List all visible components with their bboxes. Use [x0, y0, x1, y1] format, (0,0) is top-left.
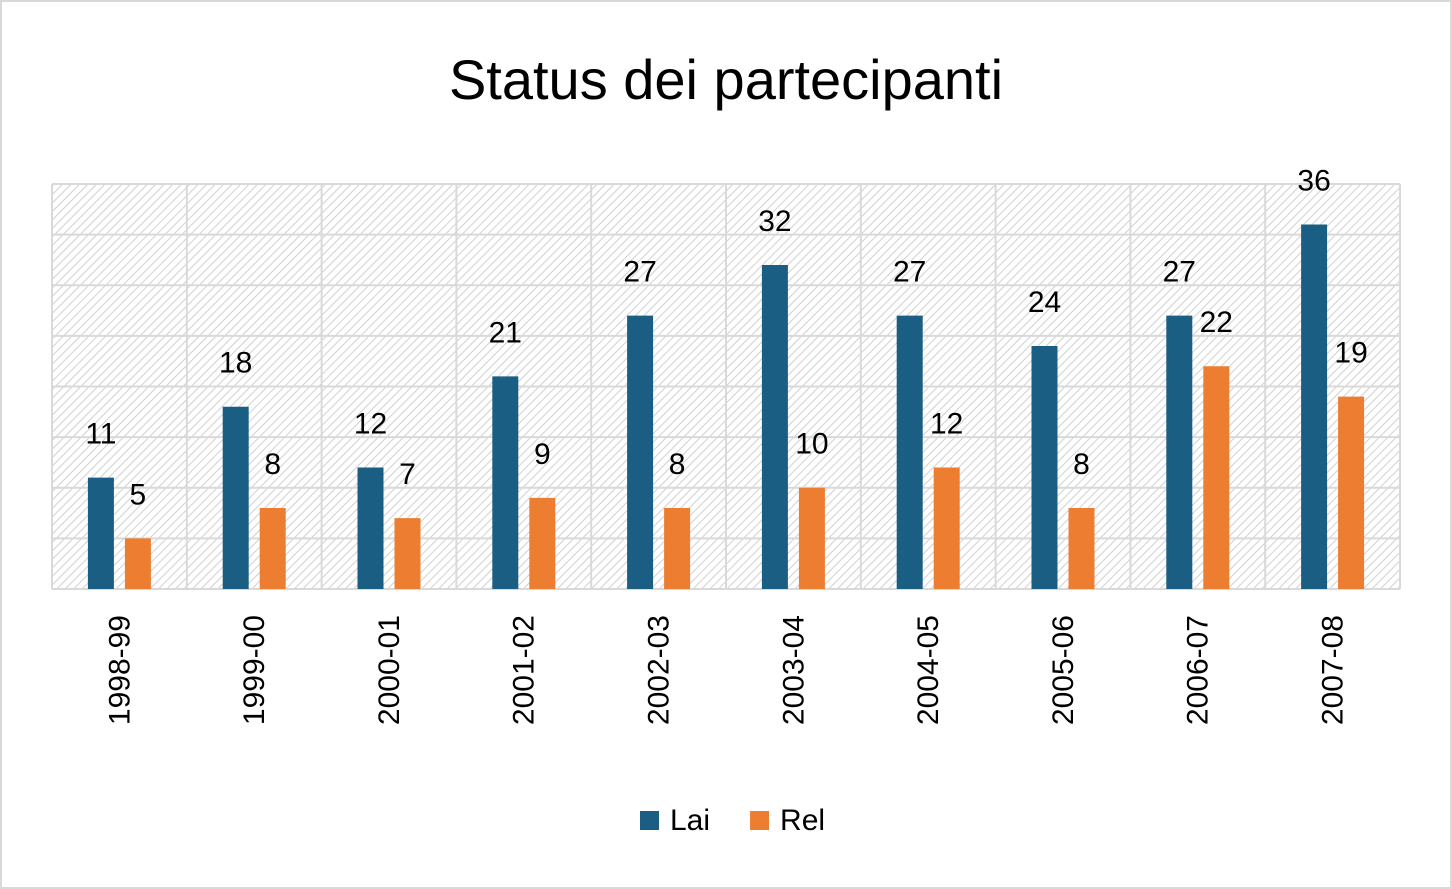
value-label: 11 [85, 418, 116, 451]
legend-label: Lai [670, 804, 710, 837]
bar [1301, 224, 1328, 589]
bar [394, 518, 421, 589]
bar [1166, 315, 1193, 589]
bar [87, 477, 114, 589]
value-label: 10 [795, 428, 828, 461]
x-tick-label: 2004-05 [912, 615, 945, 725]
value-label: 21 [489, 316, 522, 349]
value-label: 8 [1073, 448, 1090, 481]
x-tick-label: 1999-00 [238, 615, 271, 725]
legend-label: Rel [780, 804, 825, 837]
x-tick-label: 2007-08 [1317, 615, 1350, 725]
bar [1068, 508, 1095, 589]
bar [259, 508, 286, 589]
bar [124, 538, 151, 589]
x-tick-label: 2002-03 [643, 615, 676, 725]
value-label: 5 [130, 478, 147, 511]
bar [664, 508, 691, 589]
value-label: 19 [1334, 337, 1367, 370]
bar [492, 376, 519, 589]
x-tick-label: 2005-06 [1047, 615, 1080, 725]
value-label: 12 [930, 407, 963, 440]
bar [1031, 346, 1058, 589]
value-label: 18 [219, 347, 252, 380]
value-label: 22 [1200, 306, 1233, 339]
x-tick-label: 2000-01 [373, 615, 406, 725]
x-tick-label: 2001-02 [508, 615, 541, 725]
x-tick-label: 2006-07 [1182, 615, 1215, 725]
bar [798, 487, 825, 589]
bar [761, 265, 788, 589]
value-label: 8 [669, 448, 686, 481]
x-tick-label: 1998-99 [103, 615, 136, 725]
legend-swatch [750, 811, 770, 830]
bar [1203, 366, 1230, 589]
value-label: 27 [893, 256, 926, 289]
bar [1338, 396, 1365, 589]
x-tick-label: 2003-04 [777, 615, 810, 725]
value-label: 8 [264, 448, 281, 481]
value-label: 7 [399, 458, 416, 491]
bar [896, 315, 923, 589]
bar [222, 406, 249, 589]
bar [933, 467, 960, 589]
value-label: 27 [623, 256, 656, 289]
value-label: 9 [534, 438, 551, 471]
legend-swatch [640, 811, 659, 830]
value-label: 32 [758, 205, 791, 238]
value-label: 12 [354, 407, 387, 440]
bar [627, 315, 654, 589]
value-label: 24 [1028, 286, 1061, 319]
chart-title: Status dei partecipanti [449, 48, 1003, 111]
value-label: 36 [1297, 164, 1330, 197]
bar [529, 497, 556, 589]
bar [357, 467, 384, 589]
value-label: 27 [1163, 256, 1196, 289]
